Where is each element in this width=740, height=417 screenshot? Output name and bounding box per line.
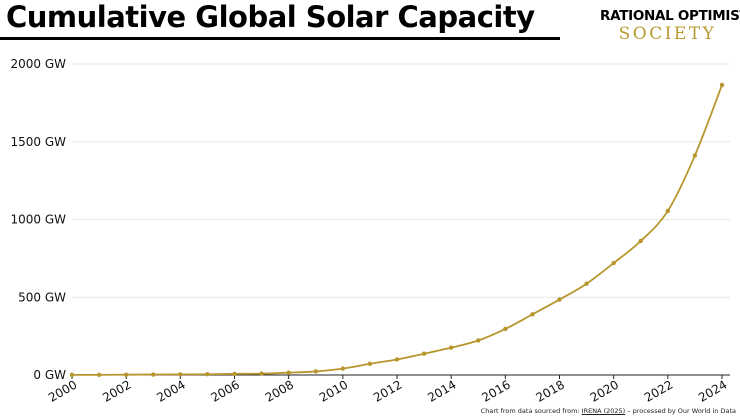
x-tick-label: 2012	[371, 377, 404, 404]
page-title: Cumulative Global Solar Capacity	[6, 0, 535, 34]
brand-logo: RATIONAL OPTIMIST SOCIETY	[600, 8, 740, 44]
x-tick-label: 2014	[425, 377, 458, 404]
series-layer	[69, 82, 725, 378]
data-point-2024	[719, 82, 725, 88]
y-tick-label: 500 GW	[18, 290, 66, 304]
data-point-2021	[638, 238, 643, 244]
x-tick-label: 2020	[588, 377, 621, 404]
series-line-0	[71, 84, 723, 376]
data-point-2011	[367, 361, 373, 367]
title-underline	[0, 37, 560, 40]
data-point-2006	[232, 371, 237, 377]
data-point-2007	[259, 371, 264, 376]
x-tick-label: 2004	[154, 377, 187, 404]
x-tick-label: 2024	[696, 377, 729, 404]
x-tick-label: 2022	[642, 377, 675, 404]
source-prefix: Chart from data sourced from:	[480, 407, 580, 415]
data-point-2010	[340, 366, 346, 371]
data-point-2009	[313, 369, 318, 374]
axis-layer	[71, 374, 730, 379]
x-tick-label: 2010	[317, 377, 350, 404]
source-suffix: – processed by Our World in Data	[627, 407, 736, 415]
source-link[interactable]: IRENA (2025)	[581, 407, 626, 415]
data-point-2019	[584, 281, 589, 286]
grid-layer	[72, 63, 730, 298]
data-point-2013	[421, 351, 427, 356]
data-point-2012	[394, 357, 400, 362]
data-point-2015	[476, 338, 481, 343]
data-point-2020	[611, 260, 616, 266]
data-point-2004	[178, 372, 183, 377]
data-point-2017	[530, 312, 535, 317]
y-tick-label: 1000 GW	[10, 213, 66, 227]
y-tick-label: 0 GW	[33, 368, 66, 382]
x-tick-labels: 2000 2002 2004 2006 2008 2010 2012 2014 2016 2018…	[46, 377, 729, 404]
data-point-2003	[151, 372, 156, 377]
x-tick-label: 2008	[263, 377, 296, 404]
x-tick-label: 2002	[100, 377, 133, 404]
data-point-2001	[96, 372, 102, 378]
x-tick-label: 2006	[209, 377, 242, 404]
x-tick-label: 2018	[534, 377, 567, 404]
source-note: Chart from data sourced from: IRENA (202…	[481, 407, 736, 415]
data-point-2008	[286, 370, 291, 375]
x-tick-label: 2016	[479, 377, 512, 404]
logo-line1: RATIONAL OPTIMIST	[600, 8, 740, 24]
data-point-2005	[205, 372, 210, 377]
y-tick-label: 2000 GW	[10, 57, 66, 71]
data-point-2016	[503, 326, 508, 332]
data-point-2018	[557, 297, 562, 302]
data-point-2002	[123, 372, 129, 377]
data-point-2022	[665, 208, 671, 214]
data-point-2014	[448, 345, 454, 350]
y-tick-labels: 0 GW 500 GW 1000 GW 1500 GW 2000 GW	[10, 57, 66, 382]
y-tick-label: 1500 GW	[10, 135, 66, 149]
data-point-2023	[692, 153, 698, 158]
data-point-2000	[69, 372, 75, 378]
logo-line2: SOCIETY	[618, 24, 717, 44]
